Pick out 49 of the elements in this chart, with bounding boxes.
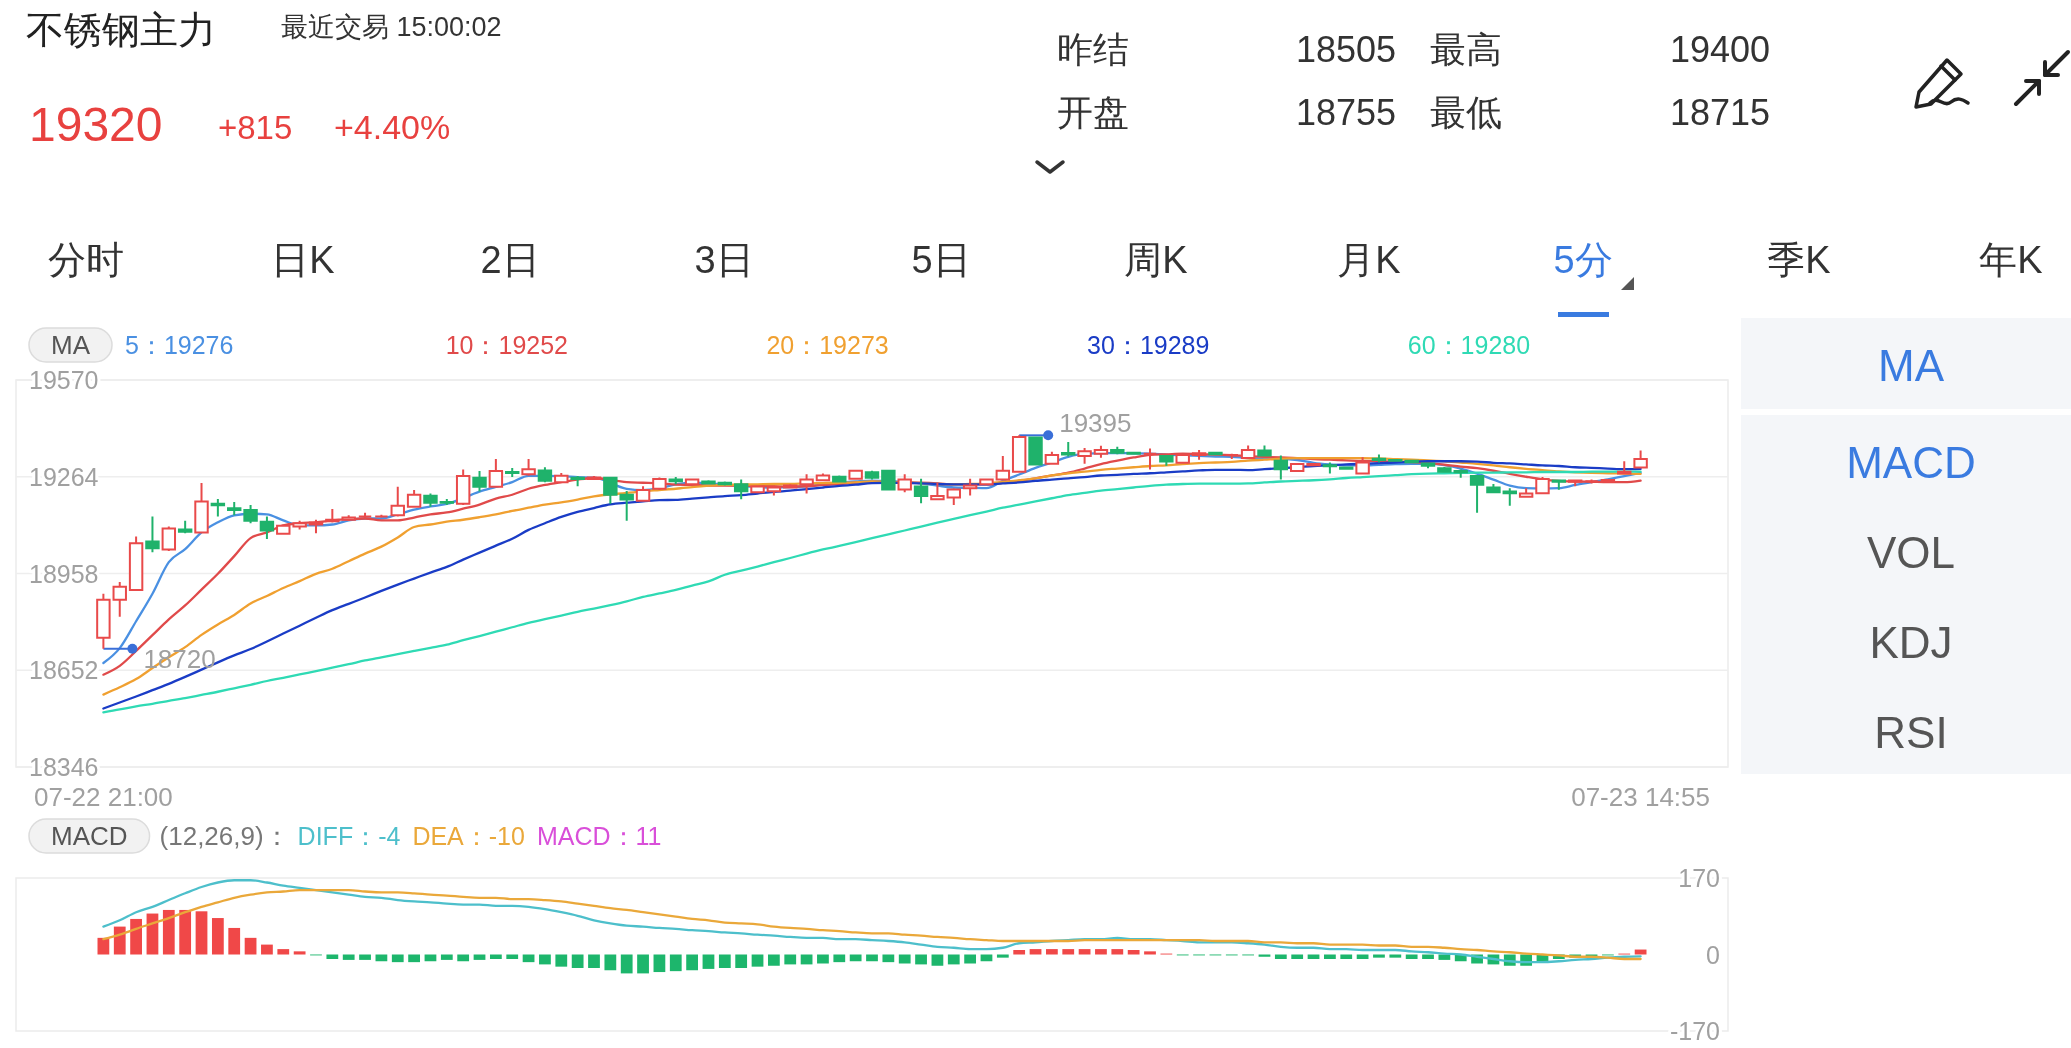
text: +815	[218, 108, 293, 146]
text: 18755	[1295, 91, 1396, 133]
text: 5分	[1553, 239, 1613, 281]
text: MACD	[1846, 437, 1976, 487]
text: 18715	[1669, 91, 1770, 133]
text: MACD (12,26,9)：	[51, 821, 290, 851]
text: KDJ	[1869, 617, 1953, 667]
y-tick-label: 19570	[29, 366, 99, 394]
text: 30：19289	[1087, 331, 1210, 359]
y-tick-label: -170	[1669, 1017, 1720, 1045]
text: MACD：11	[536, 822, 662, 850]
text: 年K	[1979, 239, 2043, 281]
y-tick-label: 0	[1706, 940, 1720, 969]
text: 60：19280	[1407, 331, 1531, 359]
text: 季K	[1767, 239, 1831, 281]
text: 月K	[1337, 239, 1401, 281]
text: 开盘	[1057, 91, 1129, 133]
text: 不锈钢主力	[26, 9, 216, 51]
x-tick-label: 07-23 14:55	[1571, 782, 1711, 812]
text: 20：19273	[766, 331, 889, 359]
text: 最低	[1430, 91, 1502, 133]
text: 分时	[48, 239, 124, 281]
y-tick-label: 170	[1678, 864, 1720, 892]
text: 5日	[911, 239, 971, 281]
text: 最高	[1430, 28, 1502, 70]
text: 18505	[1295, 28, 1396, 70]
text: 昨结	[1057, 28, 1129, 70]
series-label: DIFF：-4	[297, 822, 401, 850]
text: 3日	[694, 239, 754, 281]
x-tick-label: 07-22 21:00	[33, 782, 173, 812]
text: 2日	[480, 239, 540, 281]
y-tick-label: 18346	[29, 753, 99, 781]
text: VOL	[1866, 527, 1956, 577]
annotation: 19395	[1059, 408, 1132, 439]
y-tick-label: 18958	[29, 559, 99, 588]
series-label: DEA：-10	[412, 822, 525, 850]
legend-title: MA	[51, 330, 91, 360]
text: 日K	[271, 239, 335, 281]
y-tick-label: 18652	[29, 656, 99, 685]
text: 19320	[29, 97, 163, 151]
text: 最近交易 15:00:02	[281, 12, 502, 42]
text: RSI	[1874, 707, 1948, 757]
text: 5：19276	[125, 331, 234, 359]
text: 周K	[1124, 239, 1188, 281]
text: 19400	[1669, 28, 1770, 70]
text: 10：19252	[445, 331, 569, 359]
text: MA	[1878, 340, 1945, 390]
text: +4.40%	[334, 108, 451, 146]
y-tick-label: 19264	[29, 462, 99, 491]
